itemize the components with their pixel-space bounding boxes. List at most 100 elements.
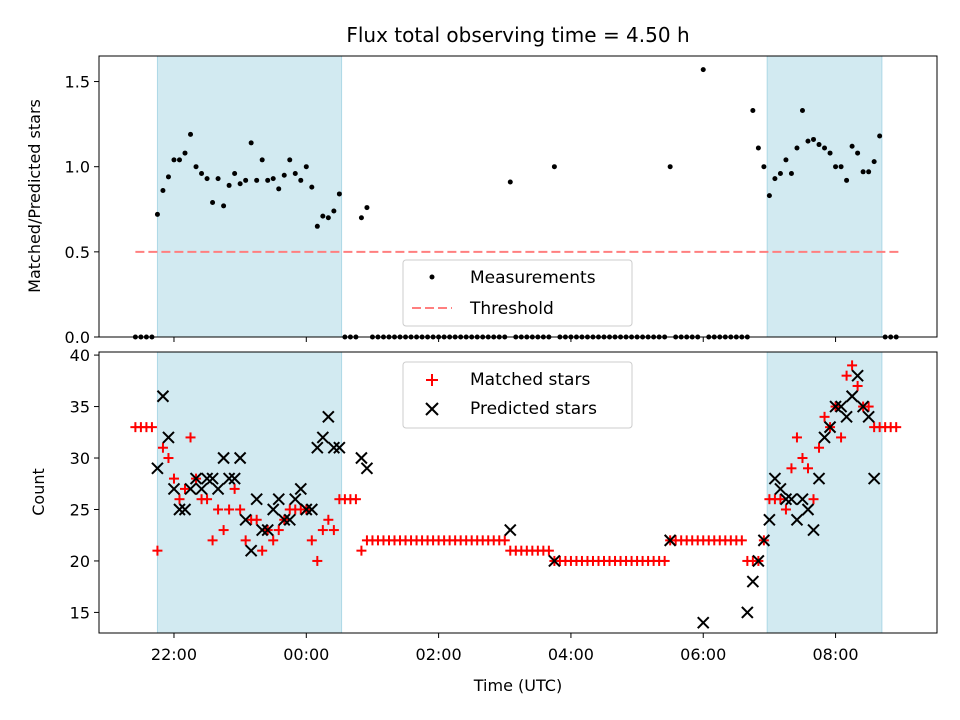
measurement-point xyxy=(866,169,872,175)
predicted-star-point xyxy=(156,390,170,403)
predicted-star-point xyxy=(289,492,302,506)
predicted-star-point xyxy=(757,534,771,547)
measurement-point xyxy=(816,142,822,148)
predicted-star-b xyxy=(796,492,809,506)
matched-star-point xyxy=(317,525,328,536)
predicted-star-b xyxy=(823,420,837,434)
measurement-point xyxy=(507,179,513,185)
top-shaded-regions xyxy=(156,55,883,338)
predicted-star-point xyxy=(228,472,241,485)
predicted-star-point xyxy=(867,472,881,485)
measurement-point xyxy=(270,176,276,182)
matched-star-point xyxy=(229,483,240,494)
predicted-star-b xyxy=(233,451,247,465)
y-tick-label: 1.0 xyxy=(65,158,90,177)
matched-star-point xyxy=(146,422,157,433)
predicted-star-b xyxy=(239,513,252,526)
measurement-point xyxy=(833,164,839,170)
matched-star-point xyxy=(819,411,830,422)
measurement-point xyxy=(287,157,293,163)
matched-star-point xyxy=(257,545,268,556)
predicted-star-point xyxy=(823,420,837,434)
y-tick-label: 20 xyxy=(70,552,90,571)
matched-star-point xyxy=(863,401,874,412)
measurement-point xyxy=(265,177,271,183)
legend-measurements-label: Measurements xyxy=(470,268,596,288)
measurement-point xyxy=(254,177,260,183)
predicted-star-point xyxy=(333,441,346,454)
predicted-star-b xyxy=(222,472,236,485)
predicted-star-b xyxy=(156,390,170,403)
measurement-point xyxy=(248,140,254,146)
measurement-point xyxy=(182,150,188,156)
matched-star-point xyxy=(786,463,797,474)
top-legend-box xyxy=(402,259,633,327)
predicted-star-b xyxy=(790,513,804,526)
predicted-star-b xyxy=(360,462,374,475)
predicted-star-point xyxy=(316,431,330,444)
predicted-star-point xyxy=(741,606,754,619)
x-tick-label: 22:00 xyxy=(151,645,197,664)
predicted-star-point xyxy=(178,503,192,516)
x-tick-label: 06:00 xyxy=(680,645,726,664)
matched-star-point xyxy=(780,504,791,515)
matched-star-point xyxy=(180,483,191,494)
predicted-star-b xyxy=(305,503,319,516)
matched-star-point xyxy=(836,432,847,443)
predicted-star-point xyxy=(801,503,815,516)
predicted-star-point xyxy=(261,523,274,537)
predicted-star-point xyxy=(255,523,269,537)
measurement-point xyxy=(838,164,844,170)
measurement-point xyxy=(667,164,673,170)
measurement-point xyxy=(165,174,171,180)
matched-star-point xyxy=(891,422,902,433)
predicted-star-point xyxy=(300,503,313,516)
predicted-star-b xyxy=(862,410,875,424)
predicted-star-point xyxy=(294,482,307,496)
predicted-star-b xyxy=(801,503,815,516)
predicted-star-point xyxy=(189,472,203,485)
shaded-region xyxy=(766,55,883,338)
predicted-star-b xyxy=(779,492,793,506)
legend-predicted-marker xyxy=(425,402,439,416)
y-tick-label: 35 xyxy=(70,398,90,417)
predicted-star-point xyxy=(845,390,859,403)
measurement-point xyxy=(193,164,199,170)
predicted-star-point xyxy=(278,513,291,526)
matched-star-point xyxy=(251,514,262,525)
measurement-point xyxy=(772,176,778,182)
y-tick-label: 1.5 xyxy=(65,73,90,92)
predicted-star-b xyxy=(829,400,842,413)
predicted-star-point xyxy=(355,451,368,465)
legend-matched-label: Matched stars xyxy=(470,370,590,390)
measurement-point xyxy=(877,133,883,139)
measurement-point xyxy=(364,205,370,211)
predicted-star-point xyxy=(184,482,197,496)
predicted-star-point xyxy=(548,554,561,568)
predicted-star-b xyxy=(294,482,307,496)
matched-stars-points xyxy=(130,360,902,566)
predicted-star-point xyxy=(267,503,280,516)
matched-star-point xyxy=(213,504,224,515)
predicted-star-point xyxy=(311,441,324,454)
predicted-star-point xyxy=(697,616,710,629)
predicted-star-b xyxy=(151,462,164,475)
predicted-star-b xyxy=(217,451,230,465)
predicted-star-b xyxy=(757,534,771,547)
measurement-point xyxy=(215,176,221,182)
measurement-point xyxy=(849,143,855,149)
measurement-point xyxy=(788,171,794,177)
measurement-point xyxy=(325,215,331,221)
matched-star-point xyxy=(797,453,808,464)
measurement-point xyxy=(799,107,805,113)
predicted-star-b xyxy=(851,369,864,382)
measurement-point xyxy=(855,150,861,156)
legend-measurements-marker xyxy=(429,274,435,280)
matched-star-point xyxy=(174,494,185,505)
matched-star-point xyxy=(273,525,284,536)
measurement-point xyxy=(320,213,326,219)
matched-star-point xyxy=(323,514,334,525)
measurement-point xyxy=(794,145,800,151)
predicted-star-b xyxy=(272,492,285,506)
matched-star-point xyxy=(852,380,863,391)
